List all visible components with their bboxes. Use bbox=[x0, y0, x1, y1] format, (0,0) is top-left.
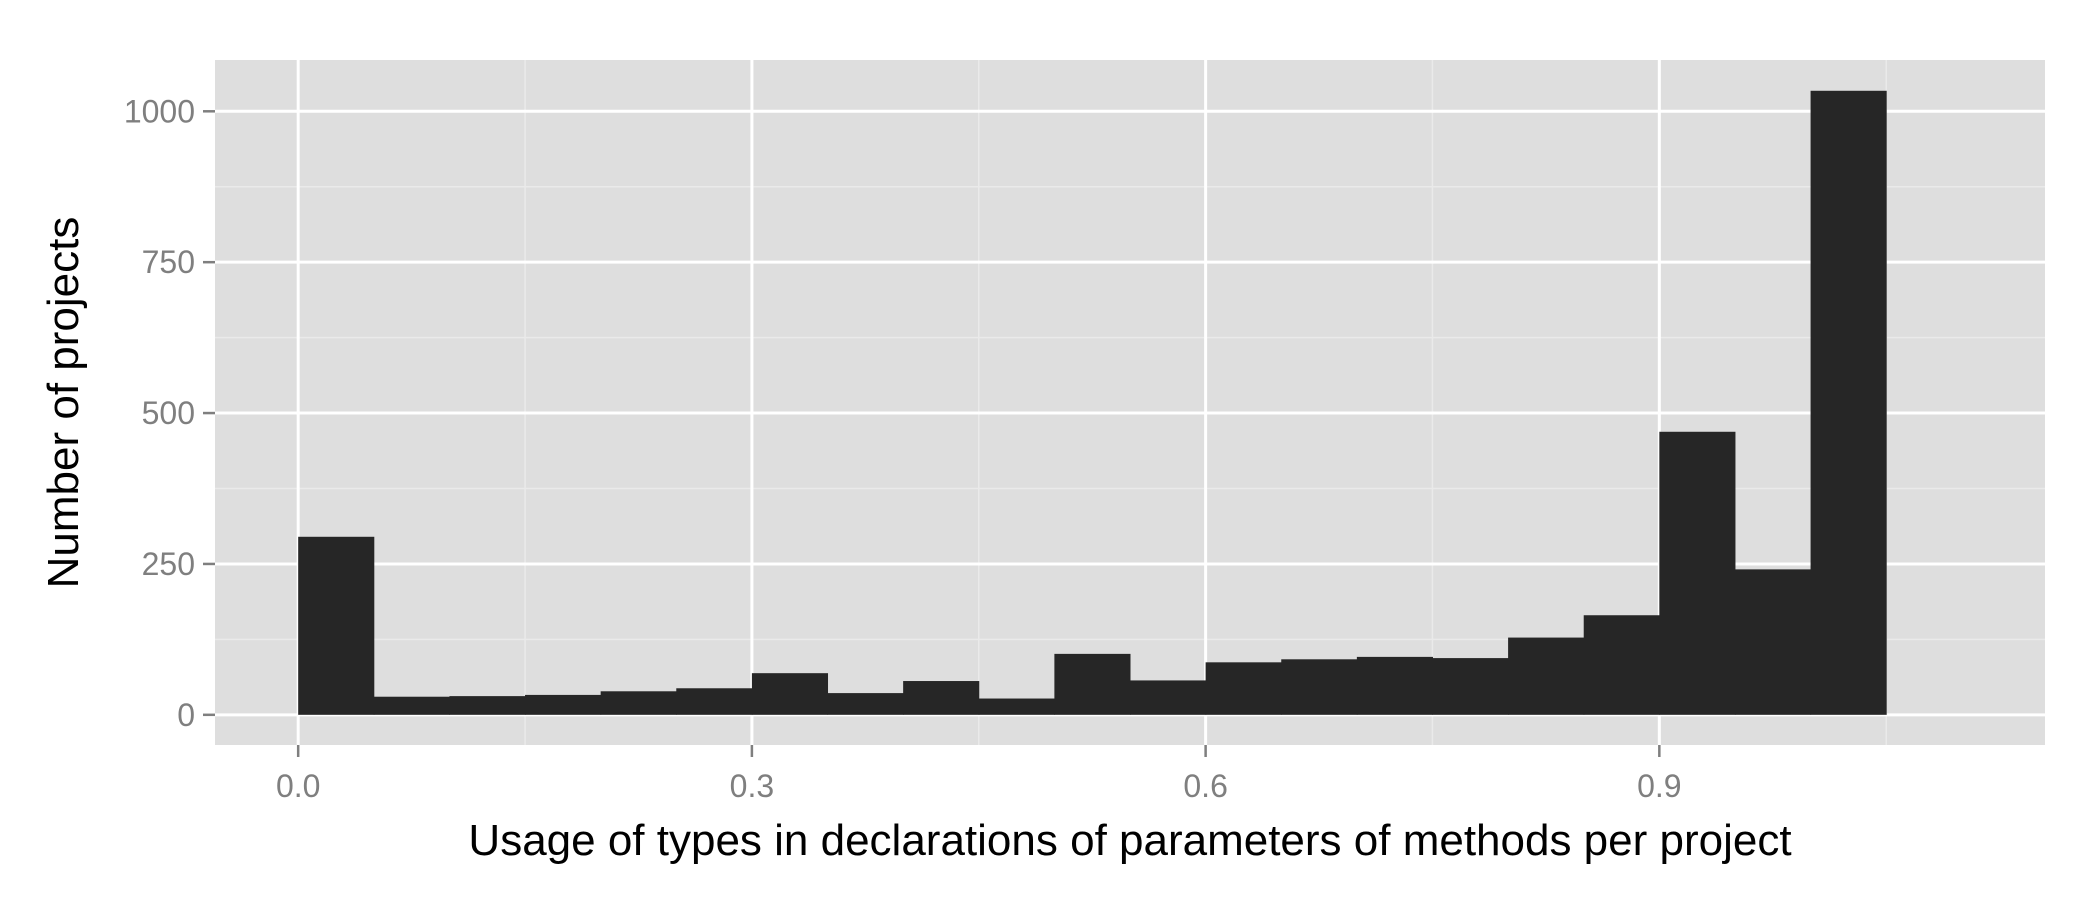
x-tick-label: 0.6 bbox=[1183, 768, 1227, 804]
histogram-bar bbox=[525, 694, 602, 715]
major-gridlines bbox=[215, 60, 2045, 745]
histogram-bars bbox=[298, 90, 1887, 715]
histogram-bar bbox=[978, 698, 1055, 715]
histogram-bar bbox=[827, 693, 904, 715]
histogram-bar bbox=[1508, 637, 1585, 715]
histogram-bar bbox=[1432, 658, 1509, 715]
y-tick-label: 1000 bbox=[124, 93, 195, 129]
histogram-bar bbox=[1734, 569, 1812, 715]
y-tick-label: 500 bbox=[142, 395, 195, 431]
histogram-bar bbox=[373, 696, 450, 715]
y-tick-label: 750 bbox=[142, 244, 195, 280]
histogram-bar bbox=[1583, 615, 1660, 715]
histogram-bar bbox=[1281, 659, 1358, 715]
y-tick-label: 0 bbox=[177, 697, 195, 733]
x-axis-title: Usage of types in declarations of parame… bbox=[468, 816, 1791, 865]
y-tick-label: 250 bbox=[142, 546, 195, 582]
y-axis-ticks: 0 250 500 750 1000 bbox=[124, 93, 215, 733]
histogram-bar bbox=[1205, 662, 1282, 715]
histogram-bar bbox=[1356, 656, 1433, 715]
histogram-bar bbox=[298, 536, 375, 715]
histogram-bar bbox=[1130, 680, 1207, 715]
histogram-bar bbox=[600, 691, 677, 715]
histogram-bar bbox=[751, 673, 829, 715]
x-tick-label: 0.0 bbox=[276, 768, 320, 804]
histogram-bar bbox=[1054, 653, 1131, 715]
histogram-bar bbox=[449, 696, 526, 715]
y-axis-title: Number of projects bbox=[39, 217, 88, 589]
x-tick-label: 0.9 bbox=[1637, 768, 1681, 804]
histogram-bar bbox=[903, 681, 980, 715]
histogram-bar bbox=[1659, 431, 1736, 715]
x-tick-label: 0.3 bbox=[730, 768, 774, 804]
histogram-bar bbox=[676, 688, 753, 715]
x-axis-ticks: 0.0 0.3 0.6 0.9 bbox=[276, 745, 1682, 804]
histogram-bar bbox=[1810, 90, 1887, 715]
